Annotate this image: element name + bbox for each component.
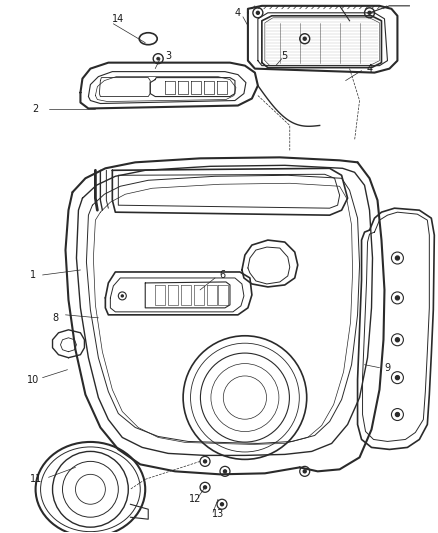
Circle shape (396, 338, 399, 342)
Text: 4: 4 (367, 63, 373, 74)
Text: 5: 5 (282, 51, 288, 61)
Text: 3: 3 (165, 51, 171, 61)
Text: 2: 2 (32, 103, 39, 114)
Text: 9: 9 (385, 362, 391, 373)
Circle shape (220, 503, 223, 506)
Text: 6: 6 (219, 270, 225, 280)
Text: 10: 10 (26, 375, 39, 385)
Text: 13: 13 (212, 509, 224, 519)
Text: 11: 11 (29, 474, 42, 484)
Circle shape (396, 256, 399, 260)
Circle shape (368, 11, 371, 14)
Text: 12: 12 (189, 494, 201, 504)
Circle shape (204, 486, 207, 489)
Text: 4: 4 (235, 8, 241, 18)
Circle shape (157, 57, 160, 60)
Circle shape (303, 37, 306, 40)
Circle shape (121, 295, 124, 297)
Text: 8: 8 (53, 313, 59, 323)
Circle shape (223, 470, 226, 473)
Circle shape (396, 296, 399, 300)
Circle shape (303, 470, 306, 473)
Circle shape (204, 460, 207, 463)
Circle shape (396, 376, 399, 379)
Circle shape (256, 11, 259, 14)
Circle shape (396, 413, 399, 416)
Text: 14: 14 (112, 14, 124, 24)
Text: 1: 1 (29, 270, 35, 280)
